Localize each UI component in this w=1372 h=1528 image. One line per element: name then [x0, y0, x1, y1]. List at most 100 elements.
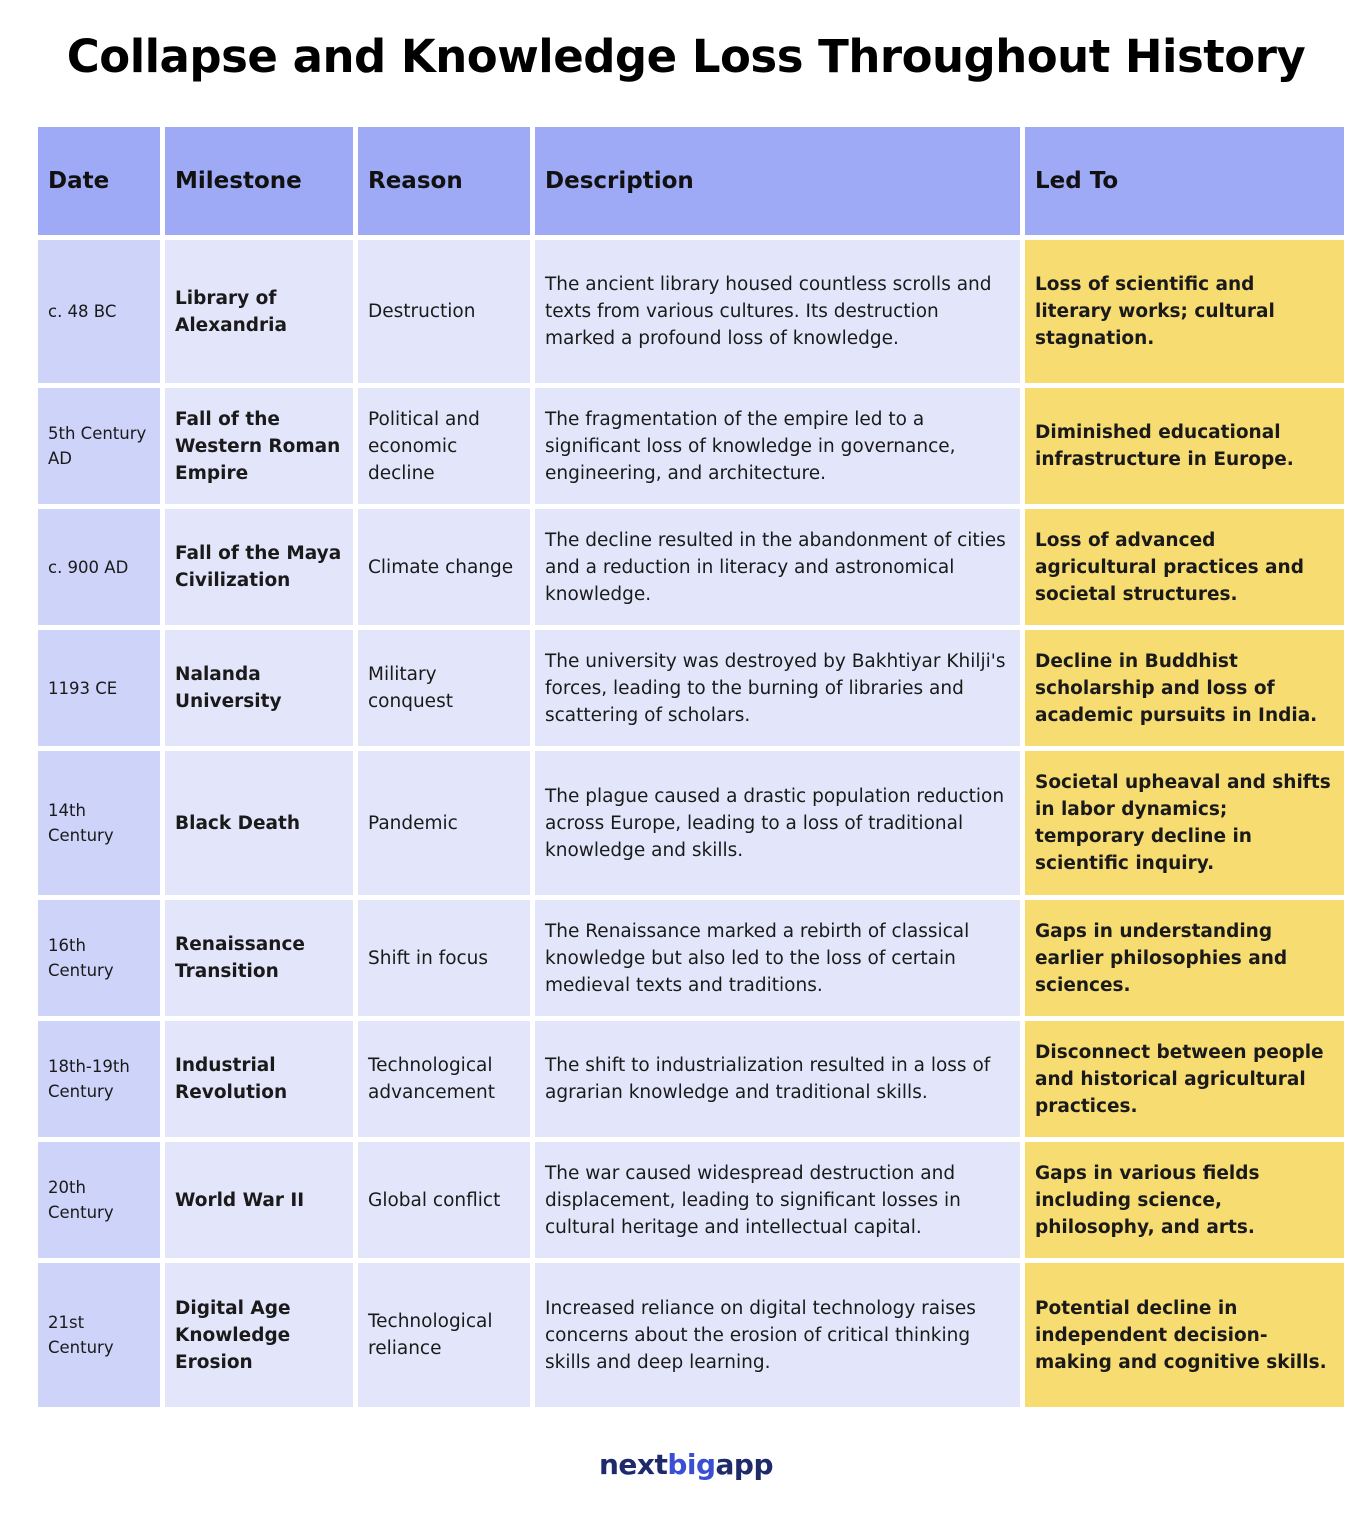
- led-to-cell: Societal upheaval and shifts in labor dy…: [1025, 751, 1344, 895]
- milestone-cell-text: Industrial Revolution: [175, 1055, 288, 1103]
- milestone-cell-text: Fall of the Western Roman Empire: [175, 408, 341, 484]
- milestone-cell: Renaissance Transition: [165, 900, 353, 1016]
- header-cell: Reason: [358, 127, 530, 235]
- date-cell-text: 14th Century: [48, 801, 114, 845]
- led-to-cell-text: Decline in Buddhist scholarship and loss…: [1035, 650, 1318, 726]
- description-cell: The plague caused a drastic population r…: [535, 751, 1020, 895]
- description-cell-text: The shift to industrialization resulted …: [545, 1055, 991, 1103]
- logo-part: app: [715, 1448, 774, 1481]
- milestone-cell: World War II: [165, 1142, 353, 1258]
- reason-cell: Shift in focus: [358, 900, 530, 1016]
- description-cell-text: The ancient library housed countless scr…: [545, 274, 992, 349]
- date-cell: 1193 CE: [38, 630, 160, 746]
- reason-cell-text: Climate change: [368, 556, 514, 578]
- header-cell: Description: [535, 127, 1020, 235]
- description-cell: The shift to industrialization resulted …: [535, 1021, 1020, 1137]
- milestone-cell-text: Nalanda University: [175, 664, 282, 712]
- reason-cell: Technological advancement: [358, 1021, 530, 1137]
- led-to-cell-text: Loss of scientific and literary works; c…: [1035, 274, 1275, 349]
- description-cell: The ancient library housed countless scr…: [535, 240, 1020, 383]
- milestone-cell-text: Digital Age Knowledge Erosion: [175, 1297, 291, 1373]
- date-cell: 14th Century: [38, 751, 160, 895]
- reason-cell-text: Destruction: [368, 301, 476, 322]
- reason-cell: Political and economic decline: [358, 388, 530, 504]
- description-cell: The war caused widespread destruction an…: [535, 1142, 1020, 1258]
- led-to-cell: Diminished educational infrastructure in…: [1025, 388, 1344, 504]
- led-to-cell: Loss of advanced agricultural practices …: [1025, 509, 1344, 625]
- description-cell-text: The fragmentation of the empire led to a…: [545, 408, 956, 484]
- reason-cell-text: Technological advancement: [368, 1055, 496, 1103]
- title: Collapse and Knowledge Loss Throughout H…: [66, 30, 1306, 83]
- table: Date Milestone Reason Description Led To c. 4…: [38, 127, 1344, 1407]
- led-to-cell-text: Gaps in understanding earlier philosophi…: [1035, 920, 1288, 996]
- reason-cell: Destruction: [358, 240, 530, 383]
- reason-cell-text: Political and economic decline: [368, 408, 480, 484]
- milestone-cell-text: Fall of the Maya Civilization: [175, 543, 342, 591]
- date-cell-text: 5th Century AD: [48, 424, 147, 468]
- header-cell: Date: [38, 127, 160, 235]
- logo-part: next: [598, 1448, 668, 1481]
- milestone-cell: Fall of the Maya Civilization: [165, 509, 353, 625]
- reason-cell-text: Pandemic: [368, 812, 458, 834]
- reason-cell: Climate change: [358, 509, 530, 625]
- description-cell-text: The Renaissance marked a rebirth of clas…: [545, 920, 970, 996]
- header-cell-text: Reason: [368, 167, 463, 194]
- date-cell-text: 21st Century: [48, 1313, 114, 1357]
- reason-cell: Pandemic: [358, 751, 530, 895]
- reason-cell: Global conflict: [358, 1142, 530, 1258]
- date-cell-text: c. 48 BC: [48, 302, 117, 321]
- header-cell-text: Milestone: [175, 167, 302, 194]
- led-to-cell-text: Gaps in various fields including science…: [1035, 1162, 1260, 1238]
- date-cell-text: c. 900 AD: [48, 557, 129, 577]
- description-cell-text: Increased reliance on digital technology…: [545, 1297, 976, 1373]
- description-cell-text: The decline resulted in the abandonment …: [545, 529, 1006, 605]
- led-to-cell-text: Loss of advanced agricultural practices …: [1035, 529, 1304, 605]
- header-cell-text: Description: [545, 167, 694, 194]
- milestone-cell-text: Renaissance Transition: [175, 934, 305, 982]
- description-cell: The Renaissance marked a rebirth of clas…: [535, 900, 1020, 1016]
- led-to-cell: Gaps in understanding earlier philosophi…: [1025, 900, 1344, 1016]
- led-to-cell: Decline in Buddhist scholarship and loss…: [1025, 630, 1344, 746]
- milestone-cell: Industrial Revolution: [165, 1021, 353, 1137]
- led-to-cell: Gaps in various fields including science…: [1025, 1142, 1344, 1258]
- date-cell: 16th Century: [38, 900, 160, 1016]
- led-to-cell-text: Potential decline in independent decisio…: [1035, 1297, 1327, 1373]
- header-cell-text: Date: [48, 167, 110, 194]
- logo-part: big: [667, 1448, 716, 1481]
- description-cell: The university was destroyed by Bakhtiya…: [535, 630, 1020, 746]
- milestone-cell: Nalanda University: [165, 630, 353, 746]
- led-to-cell: Potential decline in independent decisio…: [1025, 1263, 1344, 1407]
- led-to-cell-text: Diminished educational infrastructure in…: [1035, 422, 1294, 470]
- description-cell: Increased reliance on digital technology…: [535, 1263, 1020, 1407]
- milestone-cell-text: World War II: [175, 1189, 305, 1211]
- milestone-cell: Digital Age Knowledge Erosion: [165, 1263, 353, 1407]
- date-cell-text: 16th Century: [48, 936, 114, 980]
- milestone-cell: Library of Alexandria: [165, 240, 353, 383]
- reason-cell-text: Military conquest: [368, 664, 453, 712]
- header-cell: Milestone: [165, 127, 353, 235]
- milestone-cell-text: Library of Alexandria: [175, 287, 287, 336]
- description-cell-text: The university was destroyed by Bakhtiya…: [545, 650, 1006, 726]
- date-cell-text: 20th Century: [48, 1178, 114, 1222]
- reason-cell-text: Technological reliance: [368, 1311, 493, 1359]
- date-cell: 21st Century: [38, 1263, 160, 1407]
- description-cell-text: The war caused widespread destruction an…: [545, 1162, 961, 1238]
- header-cell: Led To: [1025, 127, 1344, 235]
- description-cell: The decline resulted in the abandonment …: [535, 509, 1020, 625]
- led-to-cell-text: Societal upheaval and shifts in labor dy…: [1035, 772, 1331, 874]
- logo: nextbigapp: [0, 1448, 1372, 1481]
- date-cell: 20th Century: [38, 1142, 160, 1258]
- milestone-cell-text: Black Death: [175, 812, 301, 834]
- date-cell: c. 900 AD: [38, 509, 160, 625]
- led-to-cell: Loss of scientific and literary works; c…: [1025, 240, 1344, 383]
- reason-cell-text: Shift in focus: [368, 947, 489, 969]
- date-cell-text: 18th-19th Century: [48, 1057, 130, 1101]
- milestone-cell: Black Death: [165, 751, 353, 895]
- date-cell: 18th-19th Century: [38, 1021, 160, 1137]
- milestone-cell: Fall of the Western Roman Empire: [165, 388, 353, 504]
- reason-cell-text: Global conflict: [368, 1189, 501, 1211]
- led-to-cell: Disconnect between people and historical…: [1025, 1021, 1344, 1137]
- led-to-cell-text: Disconnect between people and historical…: [1035, 1041, 1324, 1117]
- date-cell: c. 48 BC: [38, 240, 160, 383]
